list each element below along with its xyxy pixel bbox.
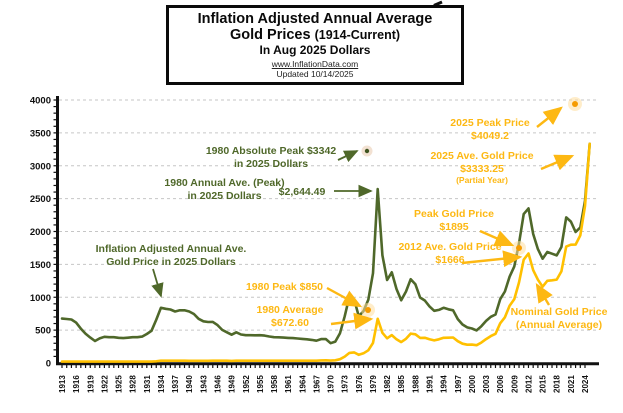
y-tick-label: 500 [35, 326, 51, 337]
x-tick-label: 2009 [510, 375, 519, 393]
y-tick-label: 4000 [30, 96, 51, 107]
callout-arrow [337, 150, 359, 163]
annotation-1980-peak: 1980 Peak $850 [245, 281, 324, 293]
x-tick-label: 1952 [242, 375, 251, 393]
y-tick-label: 2500 [30, 194, 51, 205]
x-tick-label: 1931 [143, 375, 152, 393]
x-tick-label: 1967 [312, 375, 321, 393]
x-tick-label: 1925 [115, 375, 124, 393]
callout-arrow [535, 282, 553, 306]
x-tick-label: 1961 [284, 375, 293, 393]
annotation-peak-gold-price: Peak Gold Price $1895 [414, 208, 494, 233]
x-tick-label: 1916 [72, 375, 81, 393]
callout-arrow [536, 106, 563, 128]
x-tick-label: 1985 [397, 375, 406, 393]
x-tick-label: 2015 [539, 375, 548, 393]
annotation-2025-peak-price: 2025 Peak Price $4049.2 [450, 117, 530, 142]
x-tick-label: 1973 [341, 375, 350, 393]
x-tick-label: 1934 [157, 375, 166, 393]
marker-dot-peak1980 [365, 307, 371, 313]
x-tick-label: 1940 [185, 375, 194, 393]
x-tick-label: 1928 [129, 375, 138, 393]
callout-arrow [151, 268, 164, 298]
chart-subtitle: In Aug 2025 Dollars [259, 43, 371, 57]
y-tick-label: 3000 [30, 161, 51, 172]
chart-title-range: (1914-Current) [314, 28, 401, 43]
chart-title-main: Gold Prices [229, 27, 311, 44]
annotation-nominal-series-label: Nominal Gold Price (Annual Average) [510, 306, 608, 331]
annotation-1980-average: 1980 Average $672.60 [256, 304, 324, 329]
marker-dot-peak2025 [572, 101, 578, 107]
marker-dot-abs1980 [364, 148, 370, 154]
x-tick-label: 1922 [100, 375, 109, 393]
marker-dot-peak2011 [516, 245, 522, 251]
x-tick-label: 1976 [355, 375, 364, 393]
x-tick-label: 1997 [454, 375, 463, 393]
annotation-2012-ave-price: 2012 Ave. Gold Price $1666 [398, 241, 502, 266]
x-tick-label: 2018 [553, 375, 562, 393]
updated-date: Updated 10/14/2025 [276, 68, 354, 79]
x-tick-label: 1964 [298, 375, 307, 393]
y-tick-label: 0 [46, 359, 51, 370]
callout-arrow [326, 286, 363, 308]
annotation-2025-ave-price: 2025 Ave. Gold Price $3333.25 (Partial Y… [430, 150, 534, 186]
x-tick-label: 1988 [411, 375, 420, 393]
x-tick-label: 2024 [581, 375, 590, 393]
x-tick-label: 1958 [270, 375, 279, 393]
x-tick-label: 1949 [228, 375, 237, 393]
callout-arrow [461, 250, 523, 268]
callout-arrow [540, 154, 575, 171]
x-tick-label: 2012 [524, 375, 533, 393]
x-tick-label: 1991 [426, 375, 435, 393]
x-tick-label: 1970 [327, 375, 336, 393]
x-tick-label: 2021 [567, 375, 576, 393]
y-tick-label: 3500 [30, 128, 51, 139]
callout-arrow [479, 229, 515, 247]
x-tick-label: 2006 [496, 375, 505, 393]
nominal-gold-price-line [60, 142, 592, 363]
x-tick-label: 1994 [440, 375, 449, 393]
annotation-adjusted-series-label: Inflation Adjusted Annual Ave. Gold Pric… [95, 243, 247, 268]
callout-arrow [330, 312, 374, 330]
y-tick-label: 2000 [30, 227, 51, 238]
x-tick-label: 2000 [468, 375, 477, 393]
annotation-1980-absolute-peak: 1980 Absolute Peak $3342 in 2025 Dollars [205, 145, 337, 170]
x-tick-label: 1955 [256, 375, 265, 393]
x-tick-label: 2003 [482, 375, 491, 393]
x-tick-label: 1919 [86, 375, 95, 393]
y-tick-label: 1500 [30, 260, 51, 271]
y-tick-label: 1000 [30, 293, 51, 304]
chart-title-line1: Inflation Adjusted Annual Average [197, 10, 433, 27]
annotation-1980-annual-ave: 1980 Annual Ave. (Peak) in 2025 Dollars [164, 177, 285, 202]
chart-title-line2: Gold Prices (1914-Current) [169, 27, 461, 44]
website-link[interactable]: www.InflationData.com [271, 58, 359, 69]
x-tick-label: 1913 [58, 375, 67, 393]
chart-title-box: Inflation Adjusted Annual Average Gold P… [166, 5, 464, 85]
x-tick-label: 1979 [369, 375, 378, 393]
annotation-1980-annual-ave-value: $2,644.49 [278, 186, 326, 198]
x-tick-label: 1946 [213, 375, 222, 393]
x-tick-label: 1943 [199, 375, 208, 393]
x-tick-label: 1937 [171, 375, 180, 393]
x-tick-label: 1982 [383, 375, 392, 393]
adjusted-gold-price-line [60, 142, 592, 345]
